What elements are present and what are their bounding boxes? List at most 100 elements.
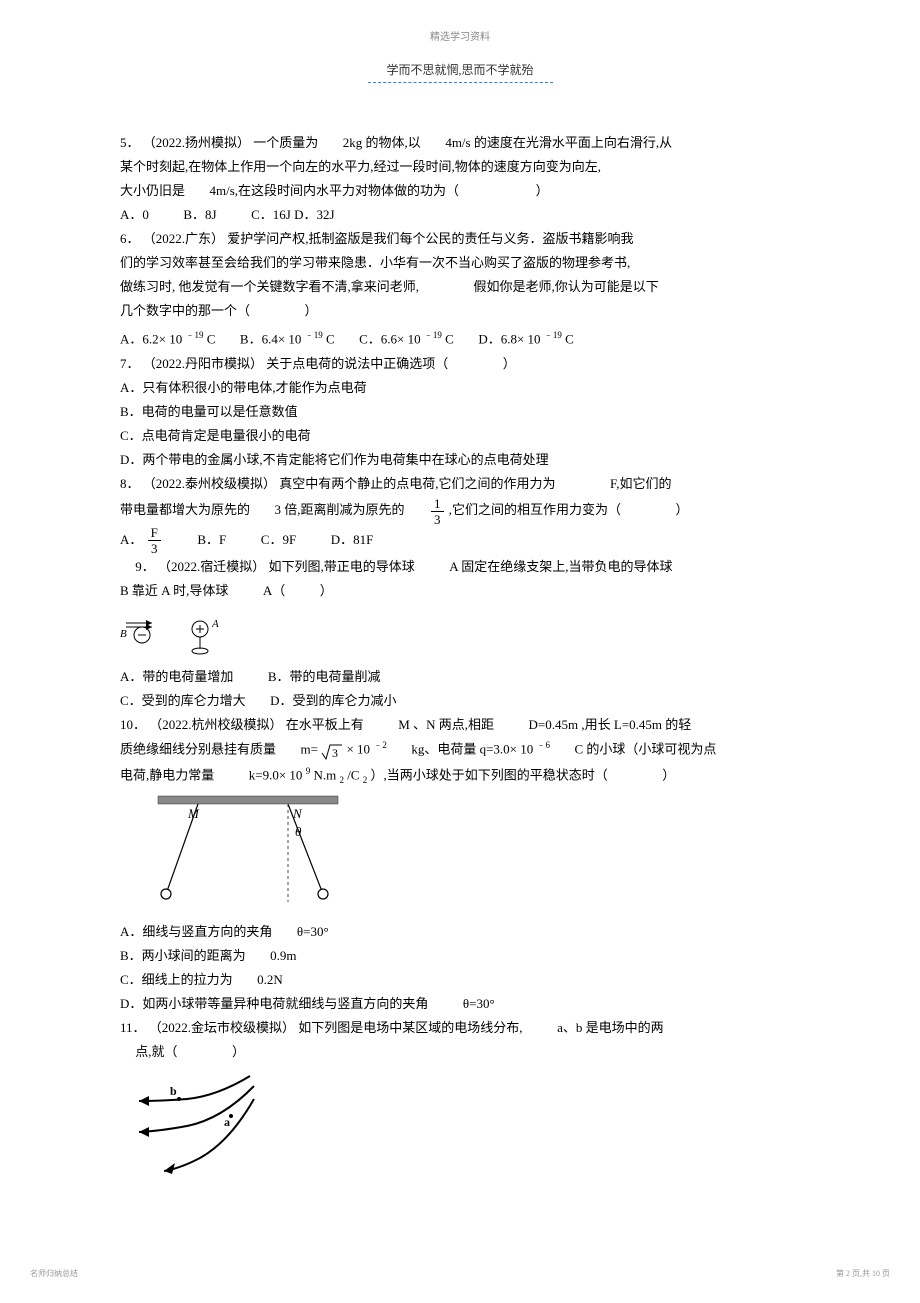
q11-p1b: a、b 是电场中的两 xyxy=(557,1020,664,1035)
q11-p2b: ） xyxy=(232,1044,245,1059)
q10-optB-t: B．两小球间的距离为 xyxy=(120,948,246,963)
q10-p3f: ） xyxy=(662,767,675,782)
q8-optB: B．F xyxy=(197,532,226,547)
q11-p1a: 如下列图是电场中某区域的电场线分布, xyxy=(298,1020,522,1035)
q5-line2: 某个时刻起,在物体上作用一个向左的水平力,经过一段时间,物体的速度方向变为向左, xyxy=(120,155,800,179)
q6-p3a: 做练习时, 他发觉有一个关键数字看不清,拿来问老师, xyxy=(120,279,419,294)
q6-p4b: ） xyxy=(305,303,318,318)
q6-options: A．6.2× 10 ﹣19 C B．6.4× 10 ﹣19 C C．6.6× 1… xyxy=(120,323,800,351)
q8-frac-num: 1 xyxy=(431,497,444,511)
q10-line3: 电荷,静电力常量 k=9.0× 10 9 N.m 2 /C 2 ）,当两小球处于… xyxy=(120,763,800,789)
q9-line2: B 靠近 A 时,导体球 A（ ） xyxy=(120,579,800,603)
q8-p2c: ,它们之间的相互作用力变为（ xyxy=(449,502,621,517)
q10-diagram: M N θ xyxy=(148,794,800,914)
q10-sub2a: 2 xyxy=(339,775,344,785)
q6-expC: ﹣19 xyxy=(424,330,442,340)
q6-expA: ﹣19 xyxy=(185,330,203,340)
q11-p2a: 点,就（ xyxy=(135,1044,177,1059)
q6-line2: 们的学习效率甚至会给我们的学习带来隐患．小华有一次不当心购买了盗版的物理参考书, xyxy=(120,251,800,275)
q5-prefix: 5． xyxy=(120,135,140,150)
q10-ref: （2022.杭州校级模拟） xyxy=(149,717,282,732)
q10-optA: A．细线与竖直方向的夹角 θ=30° xyxy=(120,920,800,944)
q10-optD-t: D．如两小球带等量异种电荷就细线与竖直方向的夹角 xyxy=(120,996,428,1011)
q6-line1: 6． （2022.广东） 爱护学问产权,抵制盗版是我们每个公民的责任与义务．盗版… xyxy=(120,227,800,251)
q11-ref: （2022.金坛市校级模拟） xyxy=(149,1020,295,1035)
q8-optA-den: 3 xyxy=(148,540,161,555)
q10-optD: D．如两小球带等量异种电荷就细线与竖直方向的夹角 θ=30° xyxy=(120,992,800,1016)
q8-frac: 1 3 xyxy=(431,497,444,526)
q10-optC: C．细线上的拉力为 0.2N xyxy=(120,968,800,992)
q11-diagram: b a xyxy=(132,1071,800,1176)
q9-optsCD: C．受到的库仑力增大 D．受到的库仑力减小 xyxy=(120,689,800,713)
q10-optD-v: θ=30° xyxy=(463,996,495,1011)
q11-label-a: a xyxy=(224,1115,230,1129)
document-body: 5． （2022.扬州模拟） 一个质量为 2kg 的物体,以 4m/s 的速度在… xyxy=(0,83,920,1176)
q5-line3: 大小仍旧是 4m/s,在这段时间内水平力对物体做的功为（ ） xyxy=(120,179,800,203)
q6-unitC: C xyxy=(445,332,454,347)
q10-optB: B．两小球间的距离为 0.9m xyxy=(120,944,800,968)
q7-ref: （2022.丹阳市模拟） xyxy=(143,356,263,371)
q10-sup9: 9 xyxy=(306,766,311,776)
q10-p1a: 在水平板上有 xyxy=(286,717,364,732)
q5-p1c: 的速度在光滑水平面上向右滑行,从 xyxy=(474,135,672,150)
q8-p1b: F,如它们的 xyxy=(610,476,671,491)
q10-exp6: ﹣6 xyxy=(537,740,551,750)
q8-optA-frac: F 3 xyxy=(148,526,161,555)
q10-p2b: m= xyxy=(301,742,318,757)
q10-line1: 10． （2022.杭州校级模拟） 在水平板上有 M 、N 两点,相距 D=0.… xyxy=(120,713,800,737)
q8-line2: 带电量都增大为原先的 3 倍,距离削减为原先的 1 3 ,它们之间的相互作用力变… xyxy=(120,496,800,526)
q10-svg: M N θ xyxy=(148,794,348,914)
q8-frac-den: 3 xyxy=(431,511,444,526)
q5-optA: A．0 xyxy=(120,207,149,222)
q10-optC-t: C．细线上的拉力为 xyxy=(120,972,233,987)
q10-optA-v: θ=30° xyxy=(297,924,329,939)
header-top: 精选学习资料 xyxy=(0,0,920,43)
footer-right: 第 2 页,共 10 页 xyxy=(836,1268,890,1279)
q10-sub2b: 2 xyxy=(363,775,368,785)
q10-exp2: ﹣2 xyxy=(373,740,387,750)
q9-optC: C．受到的库仑力增大 xyxy=(120,693,246,708)
q6-optB: B．6.4× 10 xyxy=(240,332,302,347)
q9-optB: B．带的电荷量削减 xyxy=(268,669,381,684)
q5-p3a: 大小仍旧是 xyxy=(120,183,185,198)
svg-text:3: 3 xyxy=(332,746,338,760)
q11-line1: 11． （2022.金坛市校级模拟） 如下列图是电场中某区域的电场线分布, a、… xyxy=(120,1016,800,1040)
q5-optD: D．32J xyxy=(294,207,334,222)
q6-unitA: C xyxy=(207,332,216,347)
q10-p3e: ）,当两小球处于如下列图的平稳状态时（ xyxy=(370,767,607,782)
q8-line1: 8． （2022.泰州校级模拟） 真空中有两个静止的点电荷,它们之间的作用力为 … xyxy=(120,472,800,496)
q10-p3c: N.m xyxy=(313,767,336,782)
q8-optA-num: F xyxy=(148,526,161,540)
q10-p3a: 电荷,静电力常量 xyxy=(120,767,214,782)
q6-line3: 做练习时, 他发觉有一个关键数字看不清,拿来问老师, 假如你是老师,你认为可能是… xyxy=(120,275,800,299)
q7-prefix: 7． xyxy=(120,356,140,371)
q11-svg: b a xyxy=(132,1071,262,1176)
q7-line1: 7． （2022.丹阳市模拟） 关于点电荷的说法中正确选项（ ） xyxy=(120,352,800,376)
q10-p2d: kg、电荷量 q=3.0× 10 xyxy=(411,742,533,757)
q10-prefix: 10． xyxy=(120,717,146,732)
q6-p1: 爱护学问产权,抵制盗版是我们每个公民的责任与义务．盗版书籍影响我 xyxy=(227,231,633,246)
header-subtitle: 学而不思就惘,思而不学就殆 xyxy=(0,43,920,81)
q10-p2c: × 10 xyxy=(346,742,370,757)
q5-p3c: ） xyxy=(536,183,549,198)
q10-p3b: k=9.0× 10 xyxy=(249,767,303,782)
q9-p1a: 如下列图,带正电的导体球 xyxy=(269,559,415,574)
q9-ref: （2022.宿迁模拟） xyxy=(158,559,265,574)
q5-p1b: 的物体,以 xyxy=(366,135,421,150)
q10-p2a: 质绝缘细线分别悬挂有质量 xyxy=(120,742,276,757)
q9-optsAB: A．带的电荷量增加 B．带的电荷量削减 xyxy=(120,665,800,689)
q5-vel: 4m/s xyxy=(445,135,470,150)
q6-p4a: 几个数字中的那一个（ xyxy=(120,303,250,318)
q10-p3d: /C xyxy=(347,767,359,782)
q8-p1a: 真空中有两个静止的点电荷,它们之间的作用力为 xyxy=(279,476,555,491)
q5-p1a: 一个质量为 xyxy=(253,135,318,150)
q8-options: A． F 3 B．F C．9F D．81F xyxy=(120,526,800,556)
q10-label-theta: θ xyxy=(295,824,302,839)
footer-left: 名师归纳总结 xyxy=(30,1268,78,1279)
q5-line1: 5． （2022.扬州模拟） 一个质量为 2kg 的物体,以 4m/s 的速度在… xyxy=(120,131,800,155)
q7-optC: C．点电荷肯定是电量很小的电荷 xyxy=(120,424,800,448)
q6-optA: A．6.2× 10 xyxy=(120,332,182,347)
q8-optC: C．9F xyxy=(261,532,296,547)
q7-p1b: ） xyxy=(503,356,516,371)
q9-prefix: 9． xyxy=(135,559,155,574)
